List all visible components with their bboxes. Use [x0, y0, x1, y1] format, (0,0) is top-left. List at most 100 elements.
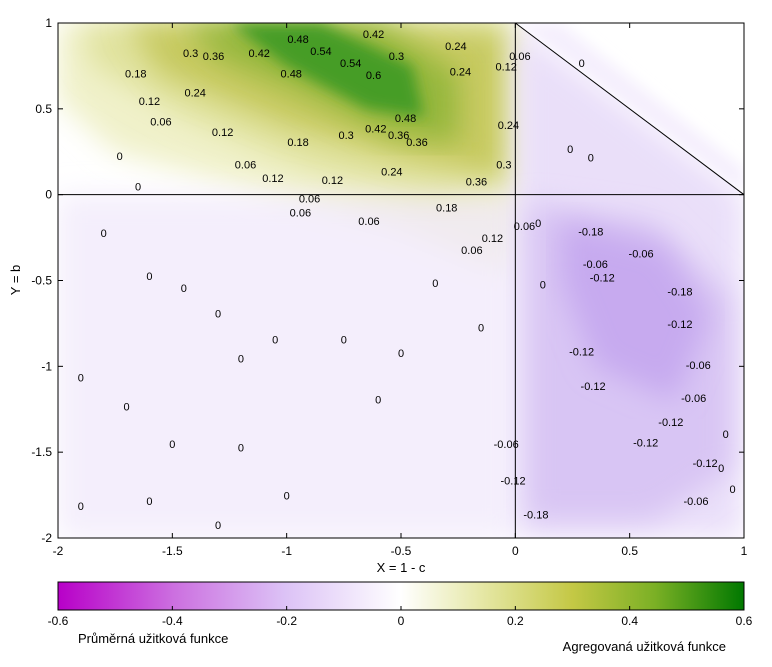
contour-label: 0.24: [450, 67, 471, 79]
x-tick-label: 0: [512, 544, 519, 558]
contour-label: 0: [588, 153, 594, 165]
contour-label: -0.12: [569, 347, 594, 359]
y-tick-label: -0.5: [31, 274, 52, 288]
contour-label: 0.3: [389, 51, 404, 63]
x-tick-label: -1.5: [162, 544, 183, 558]
field-negative-outer: [58, 194, 516, 538]
contour-label: 0.36: [388, 130, 409, 142]
x-tick-label: -0.5: [391, 544, 412, 558]
contour-label: 0.54: [310, 46, 331, 58]
contour-label: 0: [432, 278, 438, 290]
contour-label: 0: [341, 334, 347, 346]
contour-label: 0.48: [281, 68, 302, 80]
contour-labels: 0.3 0.36 0.420.480.540.420.540.60.480.30.2…: [78, 29, 736, 532]
colorbar-gradient: [57, 581, 745, 611]
contour-label: 0.48: [287, 34, 308, 46]
contour-label: 0.06: [461, 245, 482, 257]
contour-label: 0.06: [150, 116, 171, 128]
contour-label: 0: [718, 463, 724, 475]
contour-label: 0: [135, 182, 141, 194]
contour-label: -0.12: [667, 319, 692, 331]
contour-label: -0.12: [590, 273, 615, 285]
contour-label: 0: [181, 283, 187, 295]
contour-label: 0: [215, 520, 221, 532]
y-tick-label: -1.5: [31, 445, 52, 459]
y-tick-label: 1: [45, 16, 52, 30]
contour-label: 0.24: [445, 41, 466, 53]
contour-label: -0.12: [658, 417, 683, 429]
y-tick-label: 0.5: [35, 102, 52, 116]
contour-label: 0.06: [235, 159, 256, 171]
field-positive-peak: [229, 23, 424, 118]
contour-label: 0: [117, 151, 123, 163]
contour-label: 0.3: [338, 130, 353, 142]
contour-label: 0.18: [287, 137, 308, 149]
x-tick-label: 0.5: [621, 544, 638, 558]
contour-label: 0: [730, 484, 736, 496]
x-tick-label: -1: [281, 544, 292, 558]
x-axis: -2 -1.5 -1 -0.5 0 0.5 1: [53, 23, 748, 558]
contour-label: 0.06: [509, 51, 530, 63]
contour-label: 0: [579, 58, 585, 70]
contour-label: 0.48: [395, 113, 416, 125]
contour-label: 0.18: [436, 202, 457, 214]
colorbar-tick-label: 0.4: [621, 614, 638, 628]
contour-label: -0.12: [501, 475, 526, 487]
contour-label: 0.36: [203, 51, 224, 63]
contour-label: -0.18: [578, 226, 603, 238]
heatmap-field: [58, 23, 744, 538]
field-negative-low: [561, 220, 710, 401]
contour-label: 0.36: [466, 177, 487, 189]
contour-label: 0.3: [496, 159, 511, 171]
contour-label: -0.06: [494, 439, 519, 451]
contour-label: 0.24: [498, 120, 519, 132]
colorbar-negative-label: Průměrná užitková funkce: [78, 631, 228, 646]
contour-label: 0.06: [299, 194, 320, 206]
contour-label: 0: [398, 348, 404, 360]
contour-label: 0.42: [249, 48, 270, 60]
contour-label: 0.42: [365, 123, 386, 135]
contour-label: 0: [540, 280, 546, 292]
contour-label: 0: [215, 309, 221, 321]
contour-label: 0.12: [139, 96, 160, 108]
contour-label: 0: [101, 228, 107, 240]
contour-label: 0: [146, 496, 152, 508]
contour-label: 0.06: [358, 216, 379, 228]
contour-label: 0.12: [495, 62, 516, 74]
diagonal-boundary-line: [515, 22, 745, 196]
x-tick-label: 1: [741, 544, 748, 558]
contour-label: 0: [169, 439, 175, 451]
contour-label: 0.3: [183, 48, 198, 60]
contour-label: 0: [535, 218, 541, 230]
contour-label: 0.36: [406, 137, 427, 149]
contour-label: 0.12: [482, 233, 503, 245]
contour-label: 0.24: [184, 87, 205, 99]
contour-label: 0.06: [290, 207, 311, 219]
colorbar-ticks: -0.6 -0.4 -0.2 0 0.2 0.4 0.6: [48, 606, 753, 628]
contour-label: 0.12: [212, 127, 233, 139]
contour-label: 0.12: [322, 175, 343, 187]
boundary-lines: [58, 22, 745, 538]
contour-label: 0.12: [262, 173, 283, 185]
contour-label: 0: [567, 144, 573, 156]
contour-label: 0: [272, 334, 278, 346]
contour-label: 0: [124, 401, 130, 413]
colorbar-positive-label: Agregovaná užitková funkce: [563, 639, 726, 654]
y-tick-label: -2: [41, 531, 52, 545]
contour-label: -0.12: [693, 458, 718, 470]
colorbar-tick-label: -0.2: [276, 614, 297, 628]
contour-label: 0: [238, 353, 244, 365]
y-axis-title: Y = b: [8, 265, 23, 295]
contour-label: -0.12: [633, 437, 658, 449]
y-tick-label: 0: [45, 188, 52, 202]
contour-label: 0: [284, 491, 290, 503]
contour-label: -0.12: [581, 381, 606, 393]
contour-label: 0.18: [125, 68, 146, 80]
contour-label: 0: [375, 395, 381, 407]
contour-label: 0.6: [366, 70, 381, 82]
contour-label: -0.06: [686, 360, 711, 372]
colorbar-tick-label: 0.6: [736, 614, 753, 628]
contour-label: 0: [238, 443, 244, 455]
colorbar-tick-label: -0.4: [162, 614, 183, 628]
x-tick-label: -2: [53, 544, 64, 558]
